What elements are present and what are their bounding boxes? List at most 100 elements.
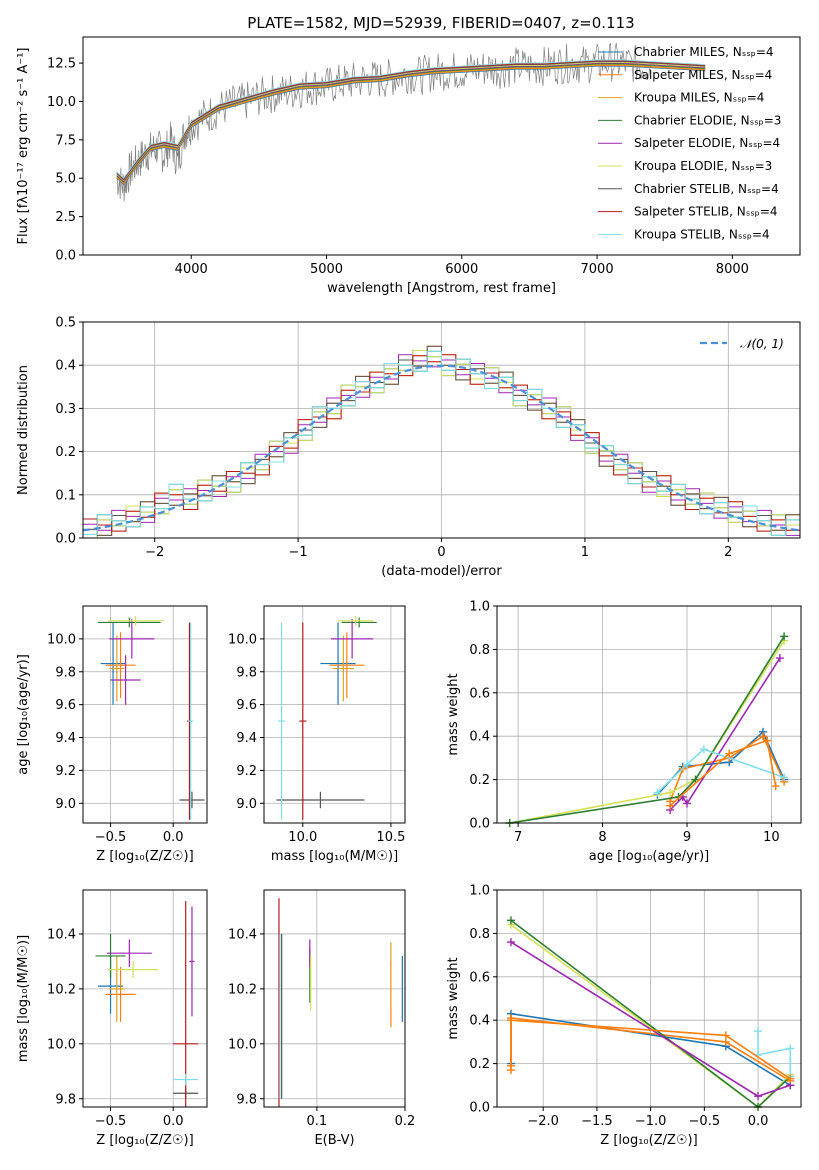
mass-weight-vs-age-panel: 7 8 9 10 0.0 0.2 0.4 0.6 0.8 1.0 age [log₁₀(age/yr…	[446, 600, 802, 864]
spectrum-model-kroupa-stelib	[116, 59, 706, 179]
spectrum-model-salpeter-miles	[116, 64, 706, 185]
y-tick-label: 9.0	[55, 797, 76, 812]
weight-line	[510, 924, 791, 1107]
weight-marker	[759, 732, 767, 741]
x-tick-label: 0	[437, 545, 445, 560]
y-tick-label: 0.2	[469, 773, 490, 788]
legend-entry: 𝒩(0, 1)	[740, 337, 784, 351]
weight-marker	[786, 1044, 795, 1053]
weight-marker	[506, 1066, 515, 1075]
age-vs-Z-panel: −0.5 0.0 9.0 9.2 9.4 9.6 9.8 10.0 Z [log₁₀(Z/Z☉)…	[16, 605, 208, 864]
y-tick-label: 9.2	[55, 764, 76, 779]
weight-marker	[754, 1027, 763, 1036]
y-tick-label: 0.6	[469, 970, 490, 985]
y-axis-label: Flux [fλ10⁻¹⁷ erg cm⁻² s⁻¹ A⁻¹]	[16, 48, 31, 245]
weight-marker	[683, 799, 691, 808]
y-axis-label: mass weight	[446, 957, 461, 1039]
legend-entry: Chabrier STELIB, Nₛₛₚ=4	[634, 182, 779, 196]
y-tick-label: 0.0	[469, 817, 490, 832]
axes-frame	[263, 889, 406, 1108]
y-tick-label: 10.0	[47, 1037, 76, 1052]
x-axis-label: (data-model)/error	[381, 564, 502, 579]
weight-line	[669, 739, 777, 807]
spectrum-model-kroupa-miles	[116, 64, 706, 184]
x-tick-label: 9	[683, 830, 691, 845]
age-vs-mass-panel: 10.0 10.5 9.0 9.2 9.4 9.6 9.8 10.0 mass [log₁₀(M…	[228, 605, 406, 864]
y-tick-label: 9.4	[55, 731, 76, 746]
y-tick-label: 10.4	[47, 927, 76, 942]
x-tick-label: −2	[145, 545, 164, 560]
weight-marker	[771, 782, 780, 791]
residual-histogram	[83, 350, 800, 536]
x-tick-label: 0.0	[748, 1114, 769, 1129]
weight-line	[509, 635, 785, 823]
y-tick-label: 9.2	[236, 764, 257, 779]
weight-line	[669, 657, 781, 811]
y-tick-label: 9.8	[236, 665, 257, 680]
y-tick-label: 0.0	[55, 249, 76, 264]
y-axis-label: mass weight	[446, 673, 461, 755]
weight-line	[510, 1019, 791, 1080]
x-axis-label: Z [log₁₀(Z/Z☉)]	[600, 1133, 697, 1148]
x-tick-label: 7	[514, 830, 522, 845]
y-tick-label: 10.0	[47, 95, 76, 110]
x-tick-label: 1	[581, 545, 589, 560]
weight-line	[757, 1031, 792, 1077]
legend-entry: Kroupa ELODIE, Nₛₛₚ=3	[634, 159, 772, 173]
y-tick-label: 9.8	[55, 665, 76, 680]
axes-frame	[496, 605, 802, 824]
spectrum-panel: 4000 5000 6000 7000 8000 0.0 2.5 5.0 7.5 10.0 12.5…	[16, 36, 801, 296]
x-tick-label: −0.5	[689, 1114, 721, 1129]
x-tick-label: 10.5	[376, 830, 405, 845]
axes-frame	[82, 321, 801, 539]
y-tick-label: 0.2	[469, 1057, 490, 1072]
y-tick-label: 10.2	[228, 982, 257, 997]
x-tick-label: 6000	[445, 262, 478, 277]
legend-entry: Salpeter MILES, Nₛₛₚ=4	[634, 68, 772, 82]
y-tick-label: 0.5	[55, 316, 76, 331]
y-tick-label: 9.8	[236, 1092, 257, 1107]
y-axis-label: Normed distribution	[16, 365, 31, 495]
x-tick-label: 10.0	[288, 830, 317, 845]
mass-weight-vs-Z-panel: −2.0 −1.5 −1.0 −0.5 0.0 0.0 0.2 0.4 0.6 0.8 1.0 Z […	[446, 884, 802, 1148]
y-tick-label: 0.4	[469, 730, 490, 745]
weight-line	[656, 748, 785, 794]
weight-line	[509, 640, 785, 823]
legend-entry: Chabrier MILES, Nₛₛₚ=4	[634, 45, 774, 59]
legend-entry: Chabrier ELODIE, Nₛₛₚ=3	[634, 113, 781, 127]
spectrum-model-chabrier-elodie	[116, 63, 706, 183]
weight-marker	[763, 736, 772, 745]
y-tick-label: 0.3	[55, 402, 76, 417]
x-axis-label: E(B-V)	[314, 1133, 354, 1148]
x-tick-label: 0.1	[307, 1114, 328, 1129]
x-tick-label: 0.0	[163, 830, 184, 845]
x-tick-label: −0.5	[95, 830, 127, 845]
y-tick-label: 10.0	[47, 632, 76, 647]
x-axis-label: mass [log₁₀(M/M☉)]	[271, 849, 398, 864]
y-tick-label: 12.5	[47, 57, 76, 72]
y-tick-label: 9.8	[55, 1092, 76, 1107]
residuals-panel: −2 −1 0 1 2 0.0 0.1 0.2 0.3 0.4 0.5 (data-model)/er…	[16, 316, 801, 579]
weight-marker	[780, 632, 789, 641]
weight-marker	[666, 801, 675, 810]
spectrum-model-chabrier-stelib	[116, 61, 706, 181]
y-tick-label: 0.0	[469, 1101, 490, 1116]
mass-vs-EBV-panel: 0.1 0.2 9.8 10.0 10.2 10.4 E(B-V)	[228, 889, 415, 1148]
x-tick-label: 5000	[310, 262, 343, 277]
y-tick-label: 9.6	[236, 698, 257, 713]
y-tick-label: 0.2	[55, 445, 76, 460]
normal-curve	[83, 364, 800, 532]
y-tick-label: 9.4	[236, 731, 257, 746]
x-axis-label: Z [log₁₀(Z/Z☉)]	[96, 1133, 193, 1148]
weight-marker	[506, 938, 515, 947]
x-tick-label: −2.0	[527, 1114, 559, 1129]
weight-marker	[666, 788, 675, 797]
y-axis-label: age [log₁₀(age/yr)]	[16, 654, 31, 775]
x-tick-label: 4000	[175, 262, 208, 277]
x-axis-label: Z [log₁₀(Z/Z☉)]	[96, 849, 193, 864]
weight-marker	[754, 1092, 763, 1101]
axes-frame	[82, 889, 208, 1108]
axes-frame	[82, 605, 208, 824]
weight-marker	[780, 773, 789, 782]
